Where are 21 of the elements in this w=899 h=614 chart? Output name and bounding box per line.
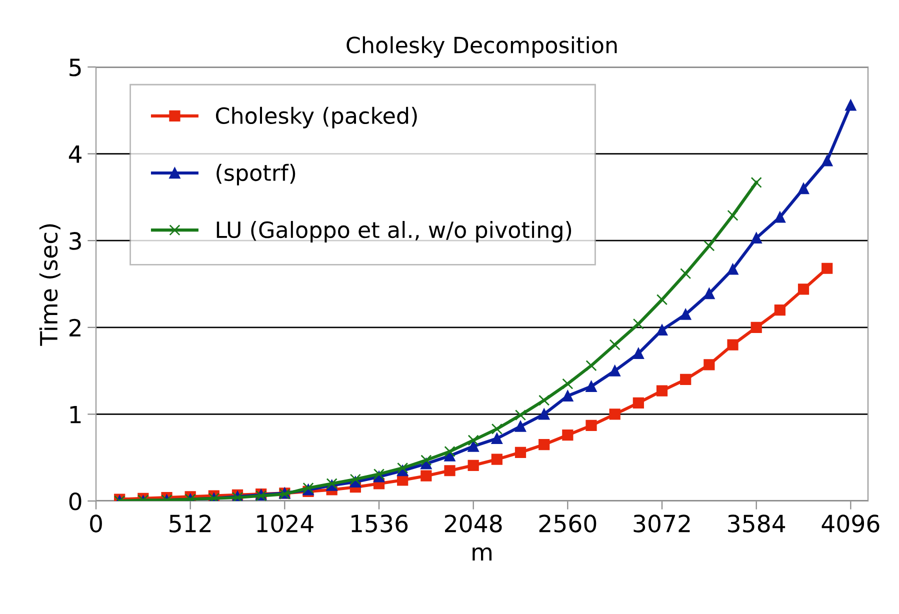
x-tick-label: 3072 <box>634 514 690 532</box>
legend-label: Cholesky (packed) <box>216 106 417 128</box>
y-tick-label: 4 <box>68 146 82 163</box>
y-tick-label: 2 <box>70 318 80 336</box>
x-tick-label: 1024 <box>257 514 314 532</box>
chart-title: Cholesky Decomposition <box>346 36 617 58</box>
y-tick-label: 1 <box>70 406 81 424</box>
x-tick-label: 2048 <box>445 514 502 532</box>
y-axis-title: Time (sec) <box>39 224 60 346</box>
legend-label: (spotrf) <box>216 164 296 186</box>
x-tick-label: 2560 <box>539 514 596 532</box>
y-tick-label: 5 <box>70 58 81 76</box>
legend-label: LU (Galoppo et al., w/o pivoting) <box>216 220 572 242</box>
y-tick-label: 0 <box>69 492 82 510</box>
x-tick-label: 4096 <box>822 514 880 532</box>
y-tick-label: 3 <box>70 232 81 250</box>
x-tick-label: 512 <box>170 514 211 532</box>
x-axis-title: m <box>472 547 492 561</box>
x-tick-label: 1536 <box>352 514 408 532</box>
x-tick-label: 3584 <box>728 514 786 532</box>
x-tick-label: 0 <box>90 514 102 532</box>
